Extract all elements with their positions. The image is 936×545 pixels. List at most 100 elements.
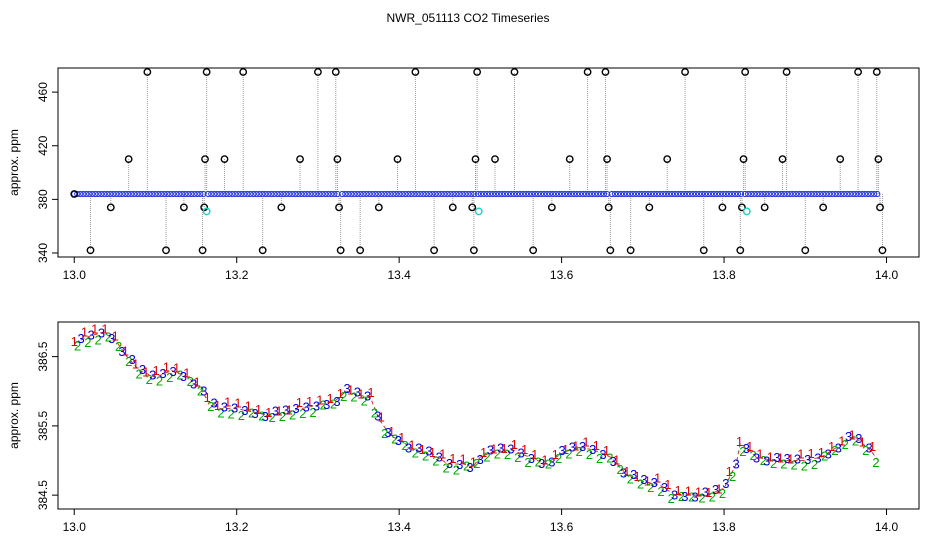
series-marker-3: 3: [384, 425, 391, 440]
baseline-point: [429, 190, 436, 198]
baseline-point: [265, 190, 272, 198]
baseline-point: [363, 190, 370, 198]
series-marker-1: 1: [838, 433, 845, 448]
series-marker-3: 3: [415, 440, 422, 455]
baseline-point: [217, 190, 224, 198]
baseline-point: [274, 190, 281, 198]
series-marker-3: 3: [170, 364, 177, 379]
baseline-point: [722, 190, 730, 198]
series-marker-2: 2: [657, 484, 664, 499]
outlier-point: [736, 246, 745, 255]
series-marker-3: 3: [548, 454, 555, 469]
outlier-point: [201, 155, 209, 164]
series-marker-3: 3: [640, 472, 647, 487]
baseline-point: [641, 190, 649, 198]
series-marker-1: 1: [286, 402, 293, 417]
series-marker-2: 2: [668, 491, 675, 506]
series-marker-1: 1: [234, 396, 241, 411]
series-marker-2: 2: [750, 448, 757, 463]
series-marker-2: 2: [739, 444, 746, 459]
outlier-point: [529, 246, 538, 255]
plot-frame: [57, 321, 920, 510]
series-marker-3: 3: [825, 446, 832, 461]
series-marker-1: 1: [500, 441, 507, 456]
baseline-point: [170, 190, 177, 198]
series-marker-1: 1: [439, 447, 446, 462]
baseline-point: [259, 190, 266, 198]
outlier-point: [336, 246, 345, 255]
outlier-point: [356, 246, 365, 255]
baseline-point: [316, 190, 323, 198]
baseline-point: [665, 190, 673, 198]
series-marker-3: 3: [518, 446, 525, 461]
baseline-point: [766, 190, 773, 198]
baseline-point: [686, 190, 694, 198]
outlier-point: [718, 203, 727, 212]
baseline-point: [784, 190, 791, 198]
baseline-point: [835, 190, 842, 198]
outlier-point: [296, 155, 304, 164]
series-marker-3: 3: [118, 344, 125, 359]
outlier-point: [854, 68, 862, 76]
baseline-point: [247, 190, 254, 198]
series-marker-1: 1: [603, 443, 610, 458]
series-marker-3: 3: [364, 388, 371, 403]
series-marker-1: 1: [408, 437, 415, 452]
series-marker-2: 2: [627, 471, 634, 486]
baseline-point: [683, 190, 691, 198]
outlier-point: [448, 203, 457, 212]
series-marker-3: 3: [323, 397, 330, 412]
baseline-point: [853, 190, 860, 198]
baseline-point: [710, 190, 718, 198]
figure-title: NWR_051113 CO2 Timeseries: [387, 11, 550, 25]
series-marker-1: 1: [521, 442, 528, 457]
baseline-point: [570, 190, 578, 198]
baseline-point: [310, 190, 317, 198]
baseline-point: [713, 190, 721, 198]
baseline-point: [483, 190, 491, 198]
baseline-point: [116, 190, 123, 198]
series-marker-1: 1: [715, 481, 722, 496]
outlier-point: [876, 203, 884, 212]
series-marker-3: 3: [88, 328, 95, 343]
baseline-point: [558, 190, 566, 198]
y-tick-label: 380: [36, 189, 50, 209]
series-marker-3: 3: [753, 451, 760, 466]
baseline-point: [826, 190, 833, 198]
series-marker-1: 1: [685, 484, 692, 499]
baseline-point: [620, 190, 628, 198]
series-marker-1: 1: [674, 483, 681, 498]
baseline-point: [143, 190, 150, 198]
baseline-point: [378, 190, 385, 198]
baseline-point: [372, 190, 379, 198]
series-marker-2: 2: [842, 437, 849, 452]
series-marker-3: 3: [620, 466, 627, 481]
baseline-point: [540, 190, 548, 198]
series-marker-2: 2: [831, 443, 838, 458]
series-marker-2: 2: [862, 443, 869, 458]
outlier-point: [202, 68, 211, 76]
series-marker-3: 3: [784, 451, 791, 466]
series-marker-1: 1: [265, 405, 272, 420]
baseline-point: [751, 190, 758, 198]
series-marker-1: 1: [818, 445, 825, 460]
baseline-point: [268, 190, 275, 198]
series-marker-3: 3: [814, 451, 821, 466]
baseline-point: [146, 190, 153, 198]
baseline-point: [390, 190, 397, 198]
baseline-point: [552, 190, 560, 198]
baseline-point: [83, 190, 90, 198]
baseline-point: [635, 190, 643, 198]
series-marker-3: 3: [569, 439, 576, 454]
baseline-point: [537, 190, 545, 198]
series-marker-2: 2: [678, 489, 685, 504]
baseline-point: [555, 190, 563, 198]
series-marker-2: 2: [238, 408, 245, 423]
series-marker-1: 1: [572, 439, 579, 454]
series-marker-2: 2: [555, 451, 562, 466]
series-marker-3: 3: [692, 490, 699, 505]
baseline-point: [847, 190, 854, 198]
baseline-point: [375, 190, 382, 198]
outlier-point: [393, 155, 402, 164]
baseline-point: [164, 190, 171, 198]
